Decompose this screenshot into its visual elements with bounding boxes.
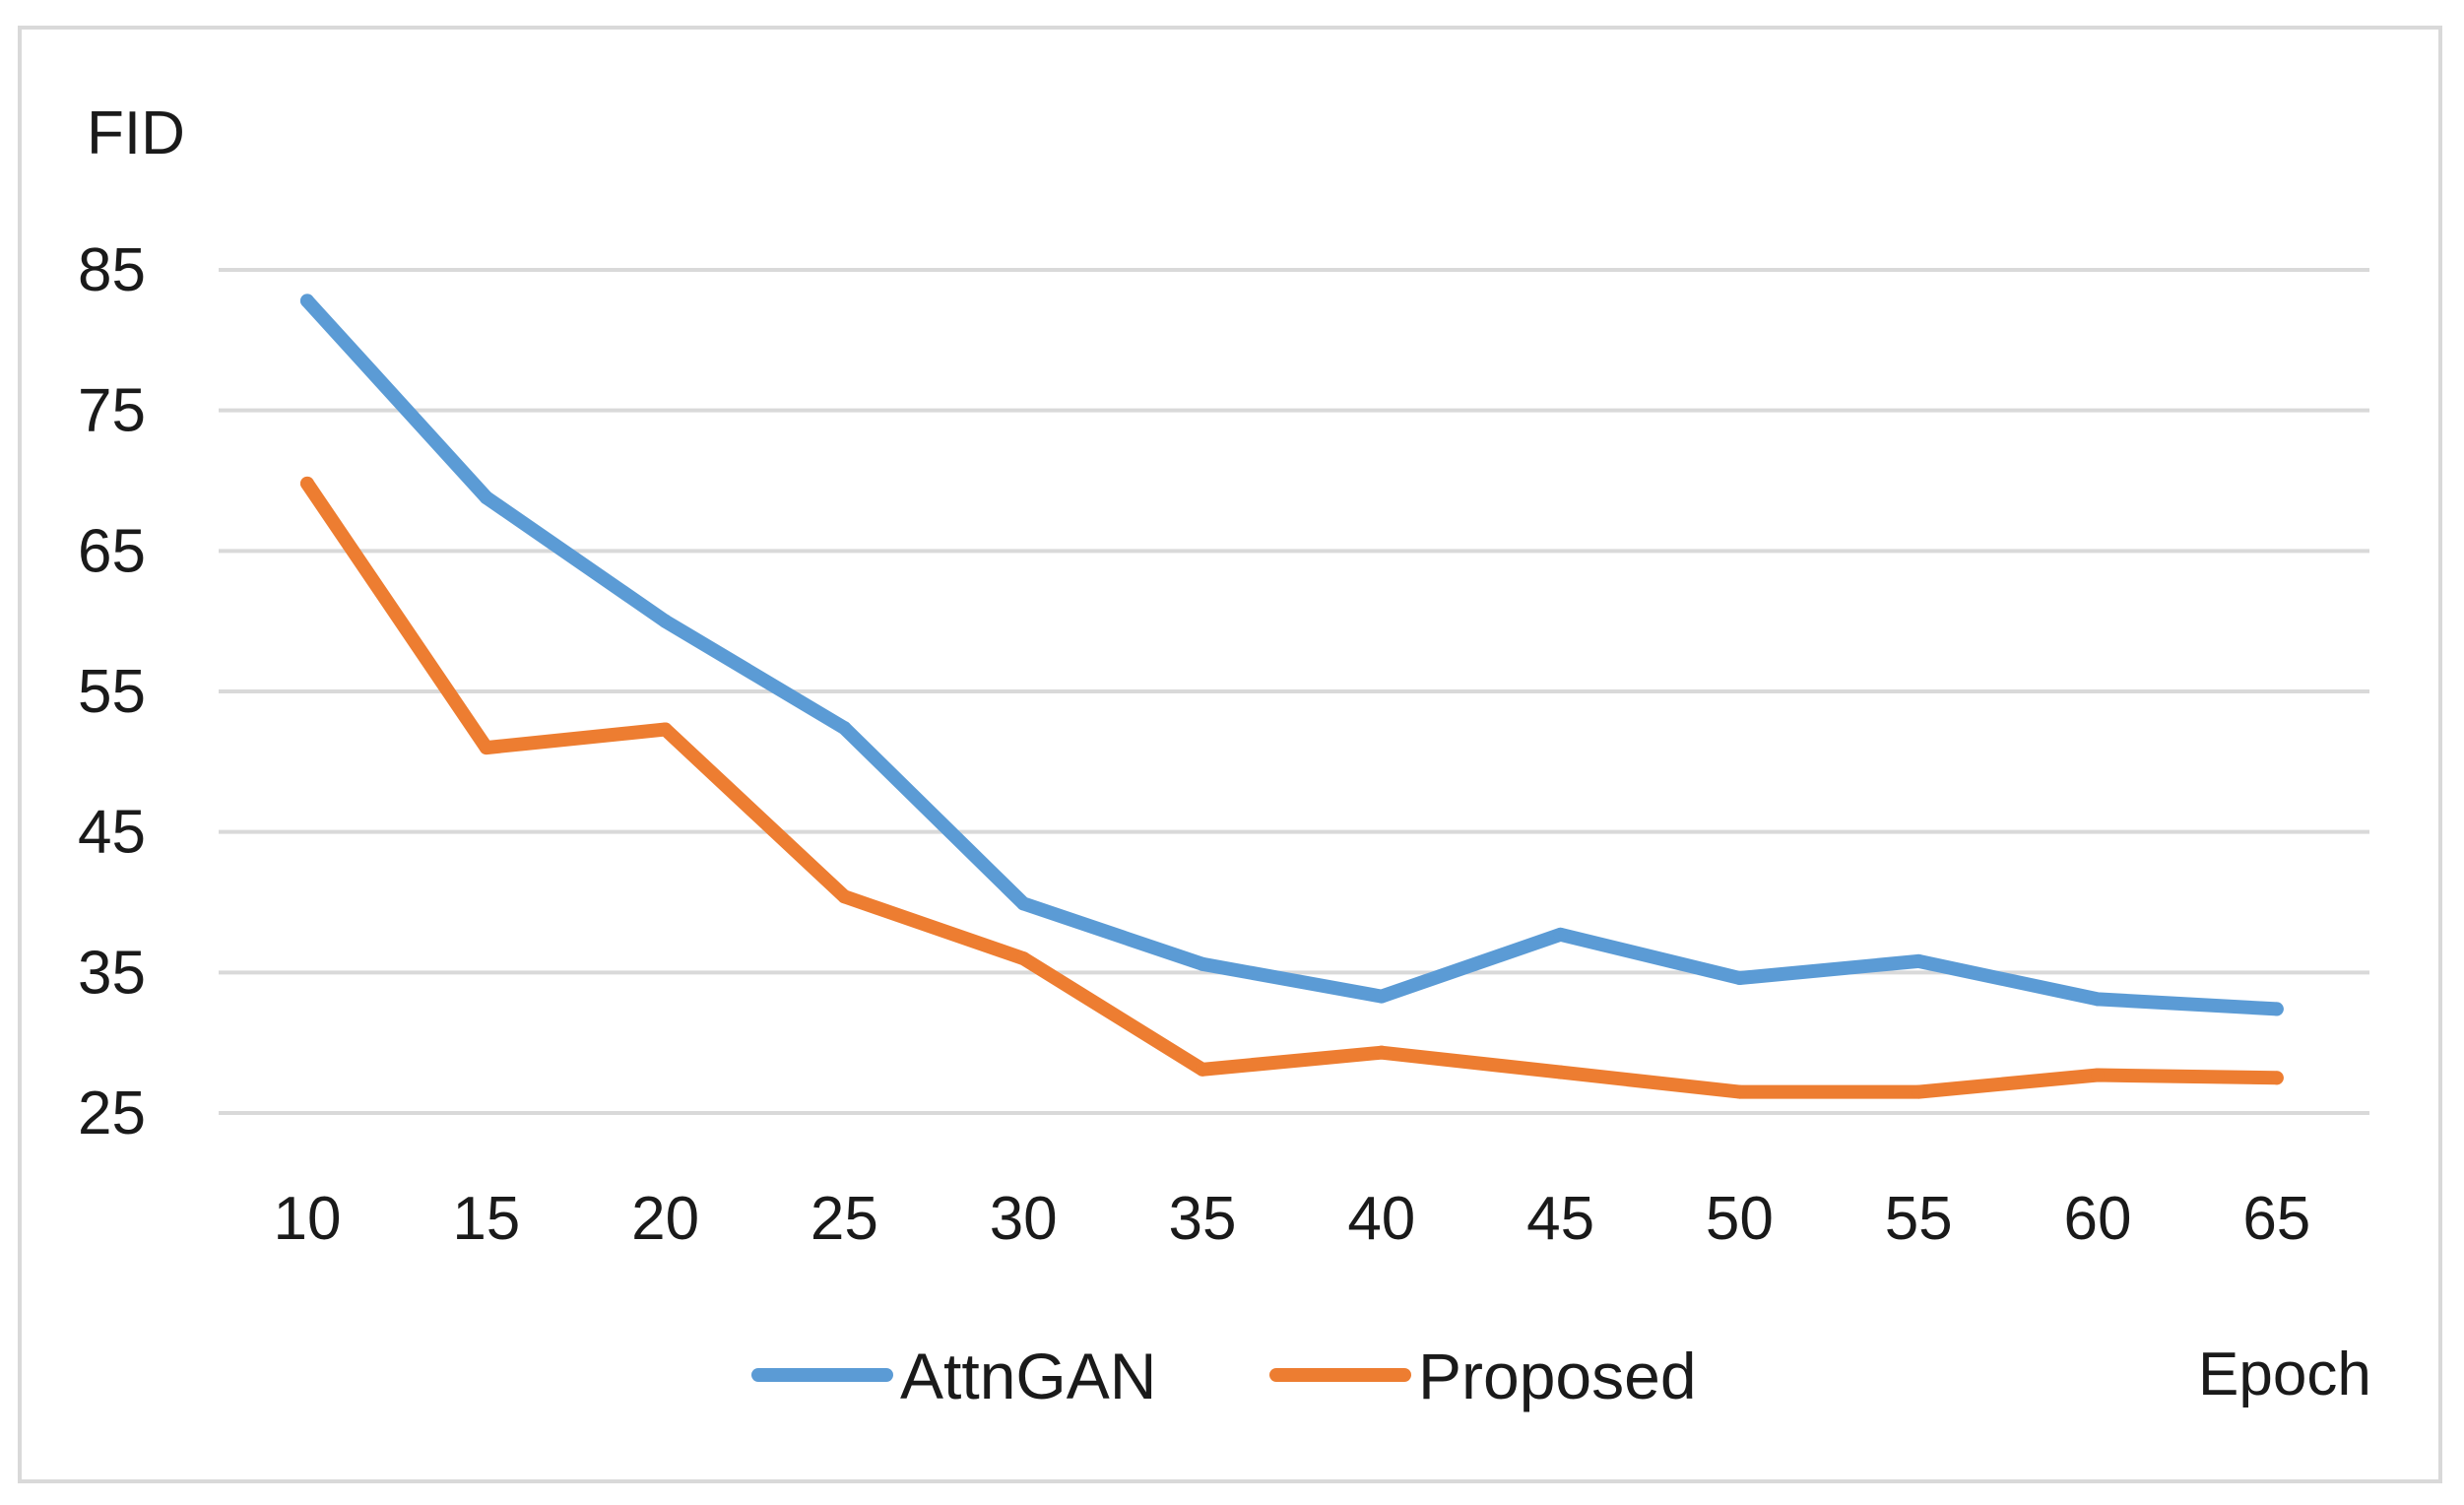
y-tick-label: 85 — [78, 236, 146, 304]
x-tick-label: 15 — [452, 1185, 520, 1253]
x-tick-label: 50 — [1706, 1185, 1774, 1253]
series-line-attngan — [300, 294, 2284, 1016]
data-point-attngan — [1732, 971, 1747, 986]
data-point-proposed — [479, 741, 493, 755]
series-line-proposed — [300, 476, 2284, 1099]
legend-label-proposed: Proposed — [1418, 1340, 1697, 1412]
x-tick-label: 25 — [811, 1185, 878, 1253]
data-point-proposed — [1016, 951, 1031, 966]
data-point-attngan — [1016, 896, 1031, 911]
y-tick-label: 55 — [78, 658, 146, 726]
data-point-proposed — [1912, 1084, 1926, 1099]
x-tick-label: 35 — [1169, 1185, 1237, 1253]
x-tick-label: 40 — [1347, 1185, 1415, 1253]
x-tick-label: 65 — [2242, 1185, 2310, 1253]
data-point-attngan — [1553, 927, 1568, 942]
data-point-proposed — [1374, 1045, 1389, 1060]
y-axis-title: FID — [87, 99, 185, 167]
data-point-attngan — [1196, 956, 1209, 971]
y-axis-ticks: 25 35 45 55 65 75 85 — [78, 236, 146, 1147]
data-point-attngan — [658, 614, 673, 628]
data-point-attngan — [1374, 989, 1389, 1004]
y-tick-label: 25 — [78, 1080, 146, 1147]
x-axis-ticks: 10 15 20 25 30 35 40 45 50 55 60 65 — [274, 1185, 2311, 1253]
data-point-proposed — [1553, 1065, 1568, 1080]
data-point-attngan — [2269, 1002, 2284, 1016]
x-tick-label: 30 — [990, 1185, 1058, 1253]
legend: AttnGAN Proposed — [751, 1340, 1697, 1412]
data-point-proposed — [837, 889, 852, 904]
data-point-attngan — [2091, 992, 2105, 1007]
data-point-attngan — [300, 294, 314, 308]
data-point-attngan — [479, 491, 493, 505]
data-point-attngan — [837, 721, 852, 736]
x-tick-label: 55 — [1885, 1185, 1953, 1253]
x-tick-label: 20 — [631, 1185, 699, 1253]
data-point-proposed — [658, 722, 673, 737]
x-tick-label: 45 — [1526, 1185, 1594, 1253]
data-point-proposed — [2269, 1071, 2284, 1085]
y-tick-label: 35 — [78, 939, 146, 1007]
x-axis-title: Epoch — [2198, 1341, 2371, 1408]
y-tick-label: 45 — [78, 799, 146, 867]
y-tick-label: 65 — [78, 517, 146, 585]
data-point-attngan — [1912, 953, 1926, 968]
x-tick-label: 60 — [2064, 1185, 2132, 1253]
legend-label-attngan: AttnGAN — [900, 1340, 1156, 1412]
data-point-proposed — [1732, 1084, 1747, 1099]
gridlines — [219, 268, 2369, 1115]
series-lines — [300, 294, 2284, 1099]
y-tick-label: 75 — [78, 377, 146, 445]
data-point-proposed — [1196, 1062, 1209, 1077]
data-point-proposed — [300, 476, 314, 491]
x-tick-label: 10 — [274, 1185, 342, 1253]
data-point-proposed — [2091, 1068, 2105, 1082]
